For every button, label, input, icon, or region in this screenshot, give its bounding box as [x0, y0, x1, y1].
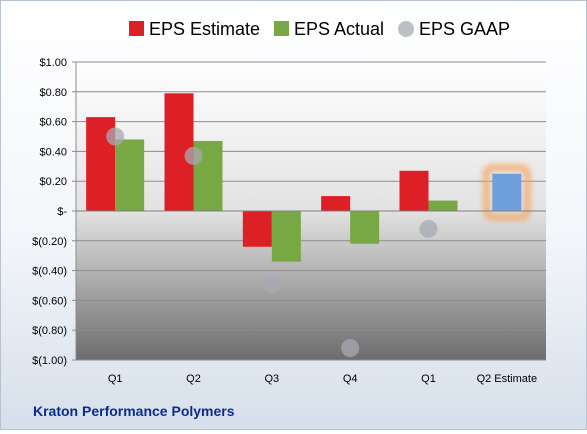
y-tick-label: $(0.20)	[32, 236, 67, 248]
x-tick-label: Q2 Estimate	[477, 373, 538, 385]
eps-gaap-marker	[184, 146, 203, 165]
eps-estimate-bar	[321, 196, 351, 211]
x-tick-label: Q1	[421, 373, 436, 385]
eps-gaap-marker	[419, 219, 438, 238]
x-tick-label: Q3	[264, 373, 279, 385]
y-tick-label: $(0.60)	[32, 295, 67, 307]
x-tick-label: Q1	[108, 373, 123, 385]
eps-gaap-marker	[262, 275, 281, 294]
legend-swatch-eps-actual	[274, 21, 289, 36]
estimate-glow	[482, 164, 531, 221]
eps-estimate-bar	[242, 211, 272, 247]
x-tick-label: Q4	[343, 373, 358, 385]
legend-marker-eps-gaap	[398, 21, 414, 37]
y-tick-label: $1.00	[39, 57, 67, 69]
eps-estimate-bar	[399, 170, 429, 211]
company-name: Kraton Performance Polymers	[33, 403, 235, 419]
eps-actual-bar	[115, 139, 145, 211]
legend-label: EPS GAAP	[419, 19, 510, 39]
x-tick-label: Q2	[186, 373, 201, 385]
y-tick-label: $-	[57, 206, 67, 218]
y-tick-label: $(0.80)	[32, 325, 67, 337]
legend-label: EPS Estimate	[149, 19, 260, 39]
eps-gaap-marker	[106, 127, 125, 146]
y-tick-label: $(1.00)	[32, 355, 67, 367]
eps-actual-bar	[350, 211, 380, 244]
y-tick-label: $0.80	[39, 87, 67, 99]
eps-actual-bar	[271, 211, 301, 262]
y-tick-label: $0.60	[39, 117, 67, 129]
plot-area: $1.00 $0.80 $0.60 $0.40 $0.20 $- $(0.20) $(0.40…	[32, 57, 546, 385]
legend-label: EPS Actual	[294, 19, 384, 39]
legend-swatch-eps-estimate	[129, 21, 144, 36]
y-tick-label: $0.40	[39, 146, 67, 158]
eps-gaap-marker	[341, 339, 360, 358]
eps-estimate-highlight-bar	[492, 173, 522, 211]
y-tick-label: $0.20	[39, 176, 67, 188]
legend: EPS Estimate EPS Actual EPS GAAP	[129, 19, 510, 39]
y-tick-label: $(0.40)	[32, 266, 67, 278]
eps-actual-bar	[428, 200, 458, 211]
